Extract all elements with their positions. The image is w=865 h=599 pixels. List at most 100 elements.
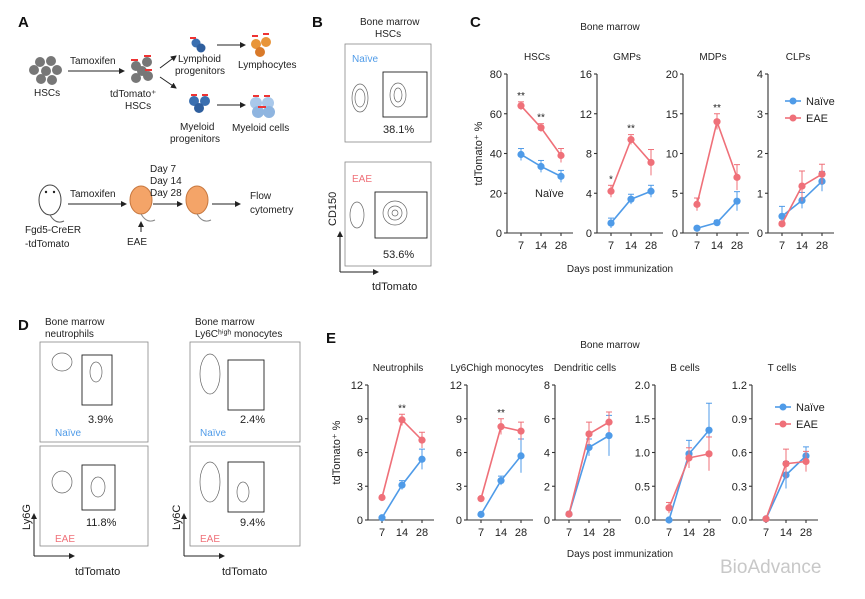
- legend-marker: [789, 114, 797, 122]
- y-tick-label: 0.0: [732, 515, 747, 527]
- gate: [374, 191, 428, 239]
- data-point-naive: [378, 514, 386, 522]
- gate: [227, 359, 265, 411]
- naive-label: Naïve: [352, 54, 379, 65]
- y-axis-label: CD150: [327, 192, 339, 226]
- y-tick-label: 2: [544, 481, 550, 493]
- data-point-eae: [517, 102, 525, 110]
- subplot-title: HSCs: [524, 52, 550, 63]
- naive-percentage: 38.1%: [383, 124, 414, 136]
- x-tick-label: 28: [555, 240, 567, 252]
- x-tick-label: 28: [645, 240, 657, 252]
- flow-plot-mono-eae: [189, 445, 301, 547]
- subplot-title: Neutrophils: [373, 363, 424, 374]
- orange-mouse-icon: [129, 185, 156, 222]
- y-tick-label: 3: [357, 481, 363, 493]
- y-tick-label: 5: [672, 188, 678, 200]
- panel-label-b: B: [312, 14, 323, 31]
- y-tick-label: 20: [490, 188, 502, 200]
- panel-label-a: A: [18, 14, 29, 31]
- neut-title-1: Bone marrow: [45, 317, 105, 328]
- y-tick-label: 12: [450, 380, 462, 392]
- x-axis-label: Days post immunization: [567, 549, 673, 560]
- data-point-naive: [647, 187, 655, 195]
- mono-y-axis-label: Ly6C: [171, 505, 183, 530]
- data-point-eae: [733, 173, 741, 181]
- significance-marker: **: [627, 124, 635, 135]
- contour-plot: [89, 361, 103, 383]
- x-tick-label: 28: [800, 527, 812, 539]
- y-tick-label: 1.2: [732, 380, 747, 392]
- label-flow-2: cytometry: [250, 205, 293, 216]
- y-tick-label: 0.5: [635, 481, 650, 493]
- flow-plot-naive: [344, 43, 432, 143]
- arrow: [159, 76, 177, 89]
- x-tick-label: 7: [566, 527, 572, 539]
- x-tick-label: 28: [731, 240, 743, 252]
- chart-title: Bone marrow: [580, 340, 640, 351]
- data-point-naive: [778, 212, 786, 220]
- y-tick-label: 12: [351, 380, 363, 392]
- y-tick-label: 9: [456, 414, 462, 426]
- y-tick-label: 15: [666, 109, 678, 121]
- y-tick-label: 4: [544, 448, 550, 460]
- neut-naive-percentage: 3.9%: [88, 414, 113, 426]
- label-tdtomato-hscs-1: tdTomato⁺: [110, 89, 156, 100]
- data-point-naive: [477, 510, 485, 518]
- series-line-eae: [696, 118, 738, 205]
- chart-title: Bone marrow: [580, 22, 640, 33]
- contour-plot: [349, 200, 408, 229]
- x-tick-label: 14: [780, 527, 792, 539]
- data-point-eae: [557, 151, 565, 160]
- y-axis-label: tdTomato⁺ %: [473, 121, 485, 185]
- data-point-eae: [665, 504, 673, 512]
- x-tick-label: 14: [583, 527, 595, 539]
- legend-label: Naïve: [796, 402, 825, 414]
- subplot-title: T cells: [768, 363, 797, 374]
- data-point-eae: [477, 495, 485, 503]
- x-tick-label: 7: [379, 527, 385, 539]
- significance-marker: **: [713, 103, 721, 114]
- legend-marker: [779, 420, 787, 428]
- x-tick-label: 7: [478, 527, 484, 539]
- significance-marker: **: [517, 91, 525, 102]
- y-tick-label: 8: [586, 149, 592, 161]
- y-tick-label: 0.6: [732, 448, 747, 460]
- flow-plot-mono-naive: [189, 341, 301, 443]
- white-mouse-icon: [38, 184, 65, 223]
- y-tick-label: 0.9: [732, 414, 747, 426]
- arrow: [159, 55, 177, 69]
- data-point-naive: [705, 426, 713, 434]
- data-point-naive: [557, 172, 565, 180]
- data-point-eae: [818, 170, 826, 178]
- data-point-naive: [733, 197, 741, 205]
- panel-label-c: C: [470, 14, 481, 31]
- y-tick-label: 1.5: [635, 414, 650, 426]
- x-axis-label: tdTomato: [372, 281, 417, 293]
- data-point-naive: [693, 224, 701, 232]
- legend-marker: [779, 403, 787, 411]
- data-point-eae: [497, 423, 505, 431]
- subplot-title: CLPs: [786, 52, 810, 63]
- watermark: BioAdvance: [720, 557, 821, 578]
- subplot-title: GMPs: [613, 52, 641, 63]
- schematic-experiment: Fgd5-CreER -tdTomato Tamoxifen EAE Day 7…: [25, 164, 293, 250]
- data-point-naive: [665, 516, 673, 524]
- y-tick-label: 6: [456, 448, 462, 460]
- x-tick-label: 14: [625, 240, 637, 252]
- significance-marker: *: [609, 174, 613, 185]
- annotation-label: Naïve: [535, 188, 564, 200]
- y-tick-label: 2.0: [635, 380, 650, 392]
- significance-marker: **: [537, 113, 545, 124]
- data-point-eae: [418, 436, 426, 444]
- mono-naive-percentage: 2.4%: [240, 414, 265, 426]
- subplot-title: MDPs: [699, 52, 726, 63]
- y-tick-label: 0: [672, 228, 678, 240]
- flow-b-title-1: Bone marrow: [360, 17, 420, 28]
- mono-eae-percentage: 9.4%: [240, 517, 265, 529]
- subplot-title: Ly6Chigh monocytes: [450, 363, 543, 374]
- data-point-naive: [713, 219, 721, 227]
- y-tick-label: 0: [357, 515, 363, 527]
- subplot-title: B cells: [670, 363, 699, 374]
